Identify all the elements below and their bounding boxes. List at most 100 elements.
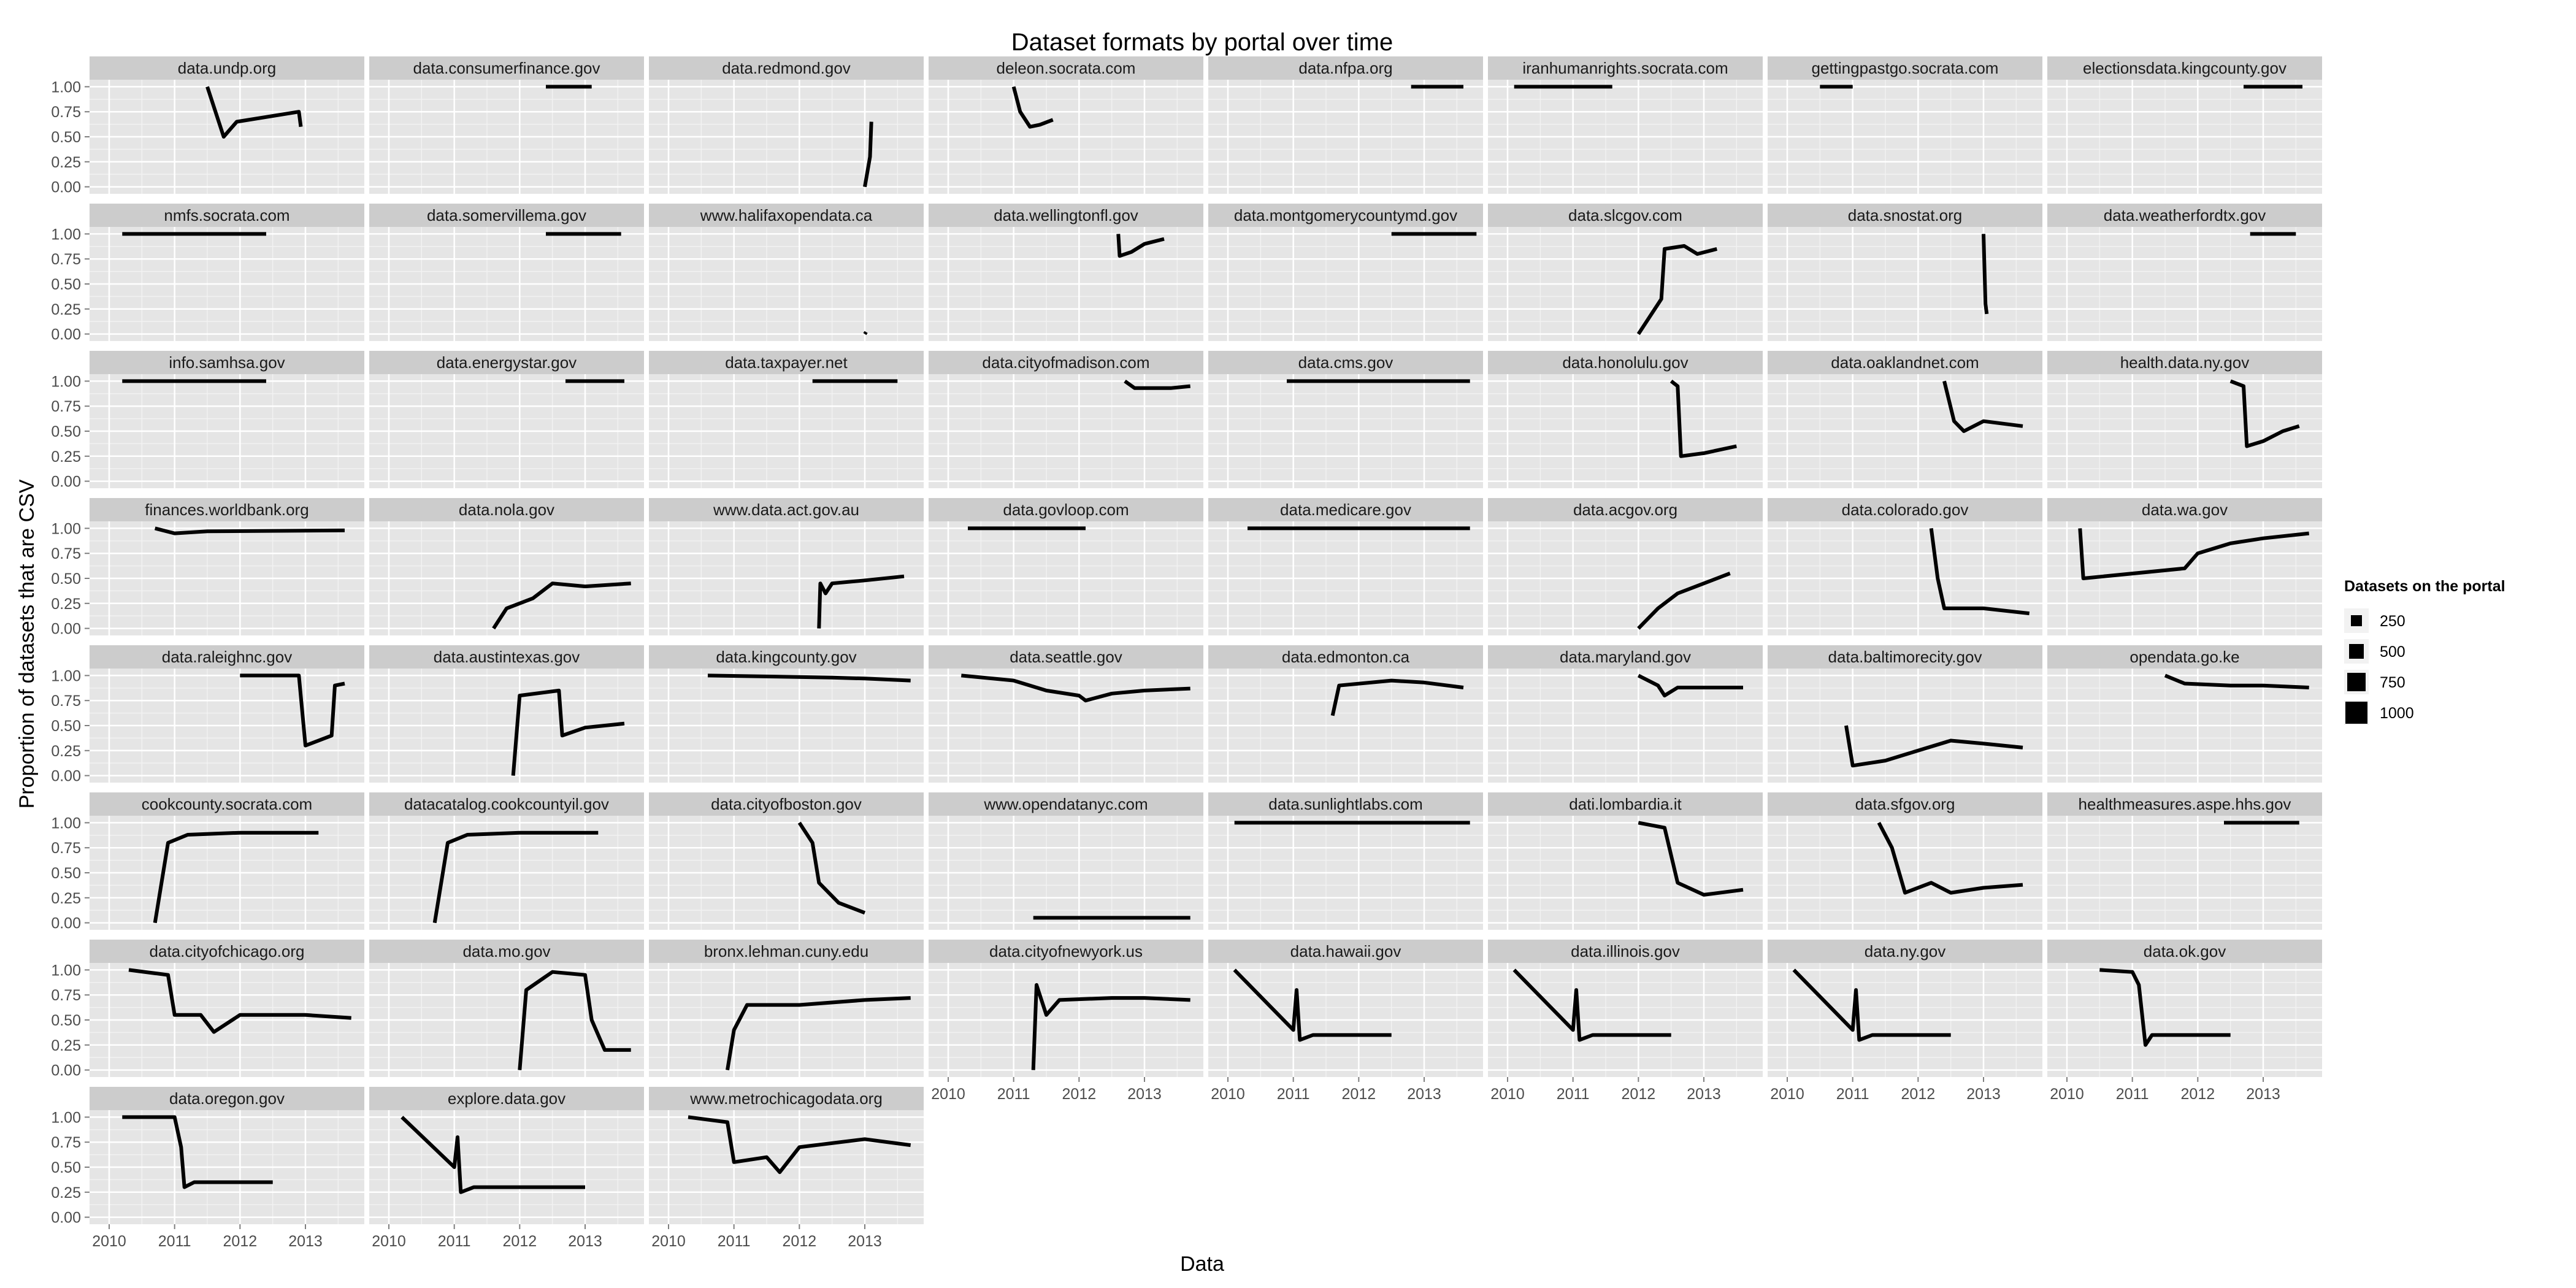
y-tick-label: 0.75 [51,398,81,415]
facet-label: deleon.socrata.com [997,59,1136,77]
series-line [726,996,911,1071]
facet-panel: iranhumanrights.socrata.com [1488,56,1763,194]
facet-strip [929,204,1203,227]
facet-panel: data.consumerfinance.gov [369,56,644,194]
legend-size-key [2351,615,2362,626]
facet-panel: data.montgomerycountymd.gov [1208,204,1483,341]
series-line [205,86,303,139]
facet-strip [1488,56,1763,80]
facet-label: data.austintexas.gov [434,648,580,666]
y-tick-label: 0.75 [51,251,81,268]
facet-panel: data.oaklandnet.com [1768,351,2042,488]
facet-panel: data.sfgov.org [1768,792,2042,930]
facet-strip [90,498,364,521]
series-line [1942,380,2023,433]
series-line [1011,86,1054,129]
facet-label: data.mo.gov [462,942,550,960]
y-tick-label: 0.00 [51,1062,81,1079]
facet-label: data.raleighnc.gov [162,648,292,666]
facet-panel: gettingpastgo.socrata.com [1768,56,2042,194]
facet-panel: data.maryland.gov [1488,645,1763,783]
facet-label: data.taxpayer.net [725,353,848,372]
legend-entry: 500 [2344,639,2405,664]
series-line [2099,968,2231,1047]
y-tick-label: 0.50 [51,1012,81,1029]
facet-strip [649,498,924,521]
facet-strip [90,940,364,963]
legend-size-key [2347,673,2366,691]
y-tick-label: 1.00 [51,1109,81,1126]
y-tick-label: 0.25 [51,596,81,613]
facet-label: data.oregon.gov [169,1089,285,1108]
facet-label: data.cityofnewyork.us [989,942,1143,960]
facet-panel: electionsdata.kingcounty.gov [2047,56,2322,194]
series-line [401,1116,585,1194]
y-tick-label: 1.00 [51,815,81,832]
facet-strip [1768,498,2042,521]
facet-strip [649,940,924,963]
series-line [2164,673,2309,689]
facet-panel: data.cms.gov [1208,351,1483,488]
series-line [1116,234,1165,258]
x-tick-label: 2013 [568,1233,602,1250]
series-line [154,526,345,535]
series-line [817,574,905,629]
facet-strip [929,940,1203,963]
legend-label: 250 [2380,613,2405,630]
facet-strip [90,56,364,80]
x-tick-label: 2013 [848,1233,882,1250]
facet-label: finances.worldbank.org [145,500,309,519]
facet-label: data.undp.org [178,59,276,77]
series-line [1233,968,1392,1042]
facet-label: dati.lombardia.it [1569,795,1682,813]
facet-label: data.sunlightlabs.com [1268,795,1422,813]
facet-label: data.sfgov.org [1855,795,1955,813]
series-line [2229,379,2300,448]
series-line [1669,380,1737,458]
facet-label: data.nola.gov [459,500,554,519]
facet-strip [1208,792,1483,816]
y-tick-label: 0.25 [51,448,81,466]
facet-strip [1768,351,2042,374]
y-tick-label: 0.00 [51,768,81,785]
y-tick-label: 0.25 [51,1037,81,1054]
facet-strip [90,792,364,816]
facet-panel: bronx.lehman.cuny.edu [649,940,924,1077]
facet-strip [649,1087,924,1110]
y-tick-label: 0.00 [51,473,81,491]
facet-panel: data.colorado.gov [1768,498,2042,635]
facet-label: data.nfpa.org [1298,59,1392,77]
series-line [492,581,631,630]
y-tick-label: 0.50 [51,570,81,588]
x-tick-label: 2012 [1342,1086,1376,1103]
series-line [1638,821,1744,897]
x-axis-title: Data [1180,1252,1224,1276]
series-line [511,688,625,776]
x-tick-label: 2011 [438,1233,471,1250]
facet-panel: dati.lombardia.it [1488,792,1763,930]
facet-panel: data.redmond.gov [649,56,924,194]
facet-panel: data.baltimorecity.gov [1768,645,2042,783]
legend-size-key [2345,702,2367,724]
series-line [797,821,866,915]
series-line [1637,673,1743,698]
facet-label: gettingpastgo.socrata.com [1812,59,1999,77]
y-tick-label: 0.00 [51,179,81,196]
facet-strip [2047,498,2322,521]
facet-strip [1208,351,1483,374]
facet-strip [1488,498,1763,521]
facet-label: data.somervillema.gov [427,206,586,224]
facet-strip [649,645,924,669]
facet-label: data.slcgov.com [1568,206,1682,224]
facet-strip [369,645,644,669]
x-tick-label: 2011 [1557,1086,1590,1103]
series-line [863,331,868,335]
facet-panel: health.data.ny.gov [2047,351,2322,488]
series-line [2078,528,2310,580]
facet-panel: data.nfpa.org [1208,56,1483,194]
facet-label: electionsdata.kingcounty.gov [2083,59,2287,77]
y-tick-label: 0.50 [51,423,81,440]
x-tick-label: 2011 [997,1086,1030,1103]
y-tick-label: 0.25 [51,1184,81,1202]
facet-panel: cookcounty.socrata.com 0.00 0.25 0.50 0.75 1.… [51,792,364,932]
